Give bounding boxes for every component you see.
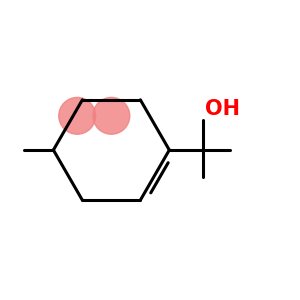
- Circle shape: [59, 98, 96, 134]
- Text: OH: OH: [205, 99, 240, 119]
- Circle shape: [93, 98, 130, 134]
